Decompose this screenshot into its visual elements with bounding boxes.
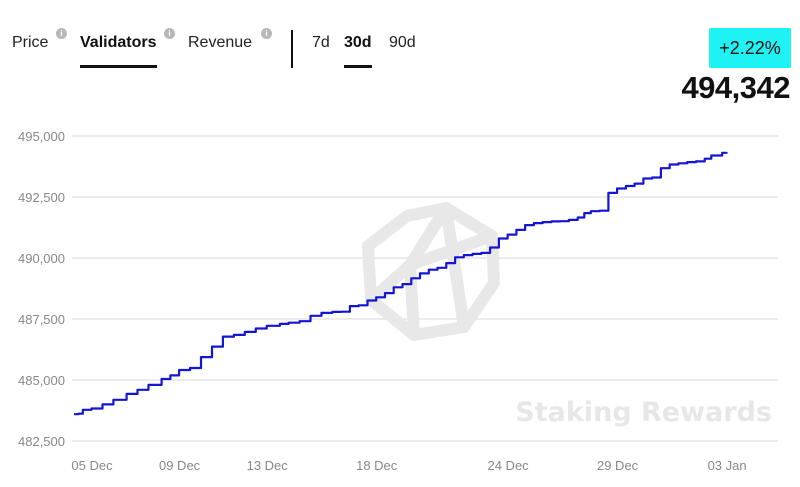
y-tick-label: 482,500 [18, 434, 65, 449]
range-90d[interactable]: 90d [389, 34, 416, 52]
tab-price-label: Price [12, 34, 49, 51]
range-7d[interactable]: 7d [312, 34, 330, 52]
x-axis-ticks: 05 Dec 09 Dec 13 Dec 18 Dec 24 Dec 29 Dec 03 J… [71, 458, 746, 473]
y-tick-label: 492,500 [18, 190, 65, 205]
y-tick-label: 490,000 [18, 251, 65, 266]
x-tick-label: 13 Dec [247, 458, 289, 473]
validators-line [74, 151, 728, 416]
tab-divider [291, 30, 293, 68]
y-axis-ticks: 482,500 485,000 487,500 490,000 492,500 495,0… [18, 129, 65, 449]
watermark-text: Staking Rewards [515, 397, 772, 428]
x-tick-label: 24 Dec [487, 458, 529, 473]
y-tick-label: 485,000 [18, 373, 65, 388]
x-tick-label: 09 Dec [159, 458, 201, 473]
current-value: 494,342 [681, 70, 790, 105]
tab-revenue-label: Revenue [188, 34, 253, 51]
x-tick-label: 29 Dec [597, 458, 639, 473]
range-7d-label: 7d [312, 34, 330, 51]
range-30d[interactable]: 30d [344, 34, 372, 68]
info-icon[interactable]: i [164, 28, 175, 39]
tab-price[interactable]: Price i [12, 28, 67, 52]
tab-validators-label: Validators [80, 34, 157, 51]
y-tick-label: 495,000 [18, 129, 65, 144]
staking-rewards-logo-icon [362, 202, 500, 341]
tab-revenue[interactable]: Revenue i [188, 28, 272, 52]
x-tick-label: 03 Jan [708, 458, 747, 473]
info-icon[interactable]: i [56, 28, 67, 39]
range-30d-label: 30d [344, 34, 372, 51]
active-range-underline [344, 65, 372, 68]
x-tick-label: 05 Dec [71, 458, 113, 473]
change-badge: +2.22% [709, 28, 791, 68]
watermark: Staking Rewards [362, 202, 772, 428]
range-90d-label: 90d [389, 34, 416, 51]
active-tab-underline [80, 65, 158, 68]
x-tick-label: 18 Dec [356, 458, 398, 473]
tab-validators[interactable]: Validators i [80, 28, 175, 68]
info-icon[interactable]: i [261, 28, 272, 39]
grid-lines [72, 135, 778, 442]
y-tick-label: 487,500 [18, 312, 65, 327]
